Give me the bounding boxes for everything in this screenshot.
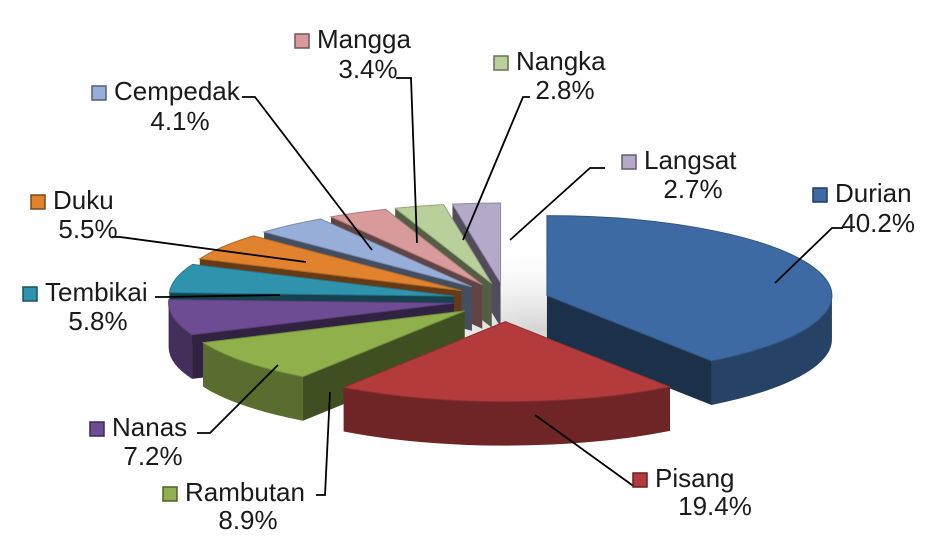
legend-swatch (632, 472, 648, 488)
slice-name-label: Durian (835, 178, 912, 208)
slice-percent-label: 7.2% (123, 441, 182, 471)
slice-rim (711, 295, 832, 405)
leader-line-mangga (396, 77, 418, 244)
slice-name-label: Mangga (317, 24, 411, 54)
slice-name-label: Langsat (644, 145, 737, 175)
legend-swatch (621, 154, 637, 170)
slice-top (201, 310, 465, 378)
legend-swatch (294, 33, 310, 49)
leader-line-nanas (197, 364, 279, 434)
slice-top (329, 208, 483, 286)
slice-name-label: Nanas (112, 412, 187, 442)
slice-name-label: Cempedak (114, 76, 241, 106)
slice-top (451, 202, 502, 285)
slice-top (168, 299, 454, 336)
slice-percent-label: 5.8% (68, 306, 127, 336)
pie-slice-rambutan (201, 310, 465, 421)
slice-top (262, 218, 473, 288)
leader-line-cempedak (242, 96, 373, 251)
slice-percent-label: 2.8% (535, 75, 594, 105)
slice-wall (546, 295, 712, 405)
slice-rim (168, 303, 193, 379)
pie-slice-pisang (341, 321, 672, 446)
slice-percent-label: 3.4% (338, 54, 397, 84)
slice-percent-label: 40.2% (841, 208, 915, 238)
slice-name-label: Duku (53, 185, 114, 215)
slice-percent-label: 19.4% (678, 491, 752, 521)
slice-percent-label: 2.7% (663, 174, 722, 204)
leader-line-tembikai (155, 294, 281, 298)
slice-top (168, 263, 455, 297)
slice-name-label: Pisang (655, 463, 735, 493)
slice-rim (343, 386, 671, 446)
leader-line-durian (774, 227, 843, 284)
leader-line-nangka (462, 96, 530, 241)
slices-layer (168, 202, 833, 446)
pie-slice-durian (546, 215, 833, 405)
legend-swatch (22, 286, 38, 302)
slice-name-label: Nangka (516, 46, 606, 76)
legend-swatch (812, 187, 828, 203)
slice-top (546, 215, 833, 362)
legend-swatch (493, 55, 509, 71)
legend-swatch (30, 194, 46, 210)
slice-name-label: Tembikai (45, 277, 148, 307)
legend-swatch (162, 486, 178, 502)
slice-percent-label: 4.1% (150, 106, 209, 136)
leader-line-rambutan (316, 391, 331, 496)
slice-percent-label: 5.5% (58, 214, 117, 244)
slice-name-label: Rambutan (185, 477, 305, 507)
leader-line-langsat (509, 167, 605, 241)
slice-top (198, 235, 462, 292)
slice-top (393, 204, 493, 284)
legend-swatch (89, 421, 105, 437)
slice-top (341, 321, 672, 403)
leader-lines (112, 77, 843, 496)
legend-swatch (91, 85, 107, 101)
slice-percent-label: 8.9% (218, 505, 277, 535)
leader-line-duku (112, 236, 307, 263)
slice-rim (203, 342, 303, 421)
